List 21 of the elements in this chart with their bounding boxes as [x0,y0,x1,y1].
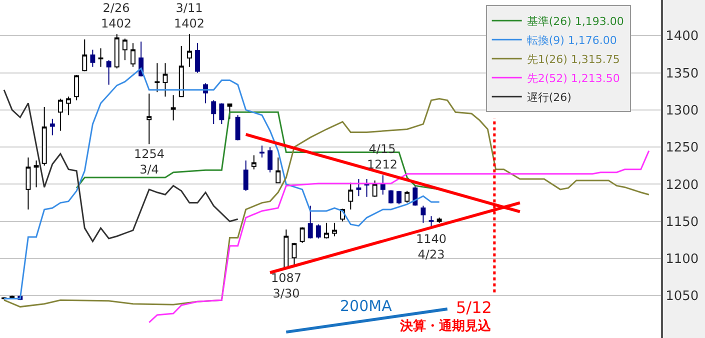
legend-label: 基準(26) 1,193.00 [526,14,624,28]
y-tick-label: 1250 [666,140,699,156]
y-tick-label: 1200 [666,178,699,193]
legend-label: 転換(9) 1,176.00 [526,34,617,47]
annotation: 決算・通期見込 [399,318,492,334]
text: 2/26 1402 [101,1,132,31]
y-tick-label: 1350 [666,66,699,82]
legend-label: 先2(52) 1,213.50 [526,72,620,85]
series-label: 200MA [340,297,393,315]
y-tick-label: 1100 [666,252,699,268]
legend-label: 遅行(26) [526,90,572,104]
y-tick-label: 1150 [666,214,699,230]
annotation: 5/12 [456,298,492,317]
legend-label: 先1(26) 1,315.75 [526,52,620,66]
text: 1087 3/30 [271,271,302,301]
text: 3/11 1402 [174,1,205,31]
y-tick-label: 1400 [666,29,699,44]
text: 1254 3/4 [134,147,165,177]
text: 1140 4/23 [416,232,447,262]
y-tick-label: 1300 [666,103,699,118]
y-tick-label: 1050 [666,289,699,304]
